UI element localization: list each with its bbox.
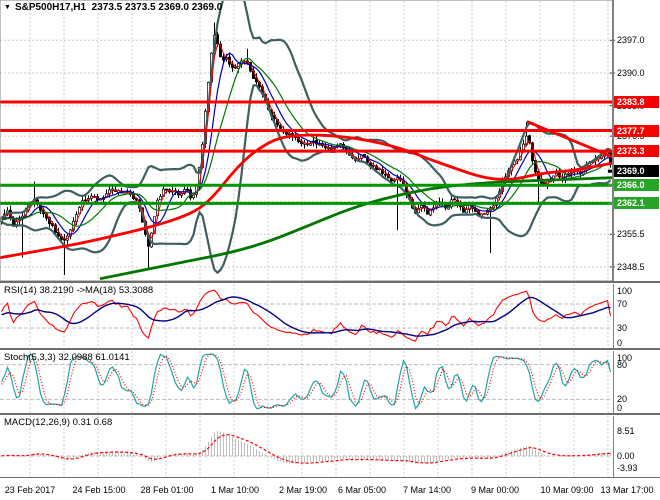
price-tick-label: 2355.5 xyxy=(617,229,645,240)
stoch-pane-label: Stoch(5,3,3) 32.0988 61.0141 xyxy=(4,352,130,363)
macd-axis-label: -3.93 xyxy=(617,462,638,473)
time-axis-label: 24 Feb 15:00 xyxy=(72,485,126,495)
price-badge-current: 2369.0 xyxy=(614,165,659,178)
macd-axis-label: 8.51 xyxy=(617,426,635,436)
price-badge-resistance: 2383.8 xyxy=(614,96,659,108)
time-axis-label: 2 Mar 19:00 xyxy=(278,485,328,495)
price-badge-support: 2366.0 xyxy=(614,179,659,192)
price-tick-label: 2348.5 xyxy=(617,262,645,272)
time-axis-border xyxy=(0,477,660,479)
price-tick-label: 2397.0 xyxy=(617,35,645,46)
time-axis-label: 9 Mar 00:00 xyxy=(470,485,520,495)
chart-symbol-period: S&P500H17,H1 xyxy=(14,2,87,13)
pane-separator-stoch[interactable] xyxy=(0,348,660,351)
price-badge-resistance: 2373.3 xyxy=(614,145,659,158)
time-axis-label: 23 Feb 2017 xyxy=(4,485,56,495)
time-axis-label: 10 Mar 09:00 xyxy=(540,485,594,495)
stoch-axis-label: 80 xyxy=(617,359,628,370)
stoch-axis-label: 0 xyxy=(617,403,623,413)
macd-axis-label: 0.00 xyxy=(617,451,635,461)
rsi-axis-label: 30 xyxy=(617,323,628,333)
rsi-axis-label: 70 xyxy=(617,299,628,309)
time-axis-label: 13 Mar 17:00 xyxy=(600,485,654,495)
rsi-axis-label: 100 xyxy=(617,286,633,296)
chart-ohlc-values: 2373.5 2373.5 2369.0 2369.0 xyxy=(91,2,223,13)
time-axis-label: 7 Mar 14:00 xyxy=(402,485,452,495)
price-axis-border xyxy=(613,0,614,478)
time-axis-label: 1 Mar 10:00 xyxy=(210,485,260,495)
price-badge-resistance: 2377.7 xyxy=(614,124,659,137)
stoch-axis-label: 20 xyxy=(617,394,628,405)
time-axis-label: 6 Mar 05:00 xyxy=(337,485,387,495)
rsi-axis-label: 0 xyxy=(617,338,623,348)
chart-dropdown-icon[interactable]: ▼ xyxy=(4,4,11,11)
macd-pane-label: MACD(12,26,9) 0.31 0.68 xyxy=(4,417,113,428)
rsi-pane-label: RSI(14) 38.2190 ->MA(18) 53.3088 xyxy=(4,285,154,296)
time-axis-label: 28 Feb 01:00 xyxy=(140,485,194,495)
stoch-axis-label: 100 xyxy=(617,353,633,363)
pane-separator-macd[interactable] xyxy=(0,413,660,416)
price-badge-support: 2362.1 xyxy=(614,197,659,210)
price-tick-label: 2390.0 xyxy=(617,68,645,78)
pane-separator-rsi[interactable] xyxy=(0,281,660,284)
chart-title: ▼ S&P500H17,H1 2373.5 2373.5 2369.0 2369.… xyxy=(4,2,222,13)
